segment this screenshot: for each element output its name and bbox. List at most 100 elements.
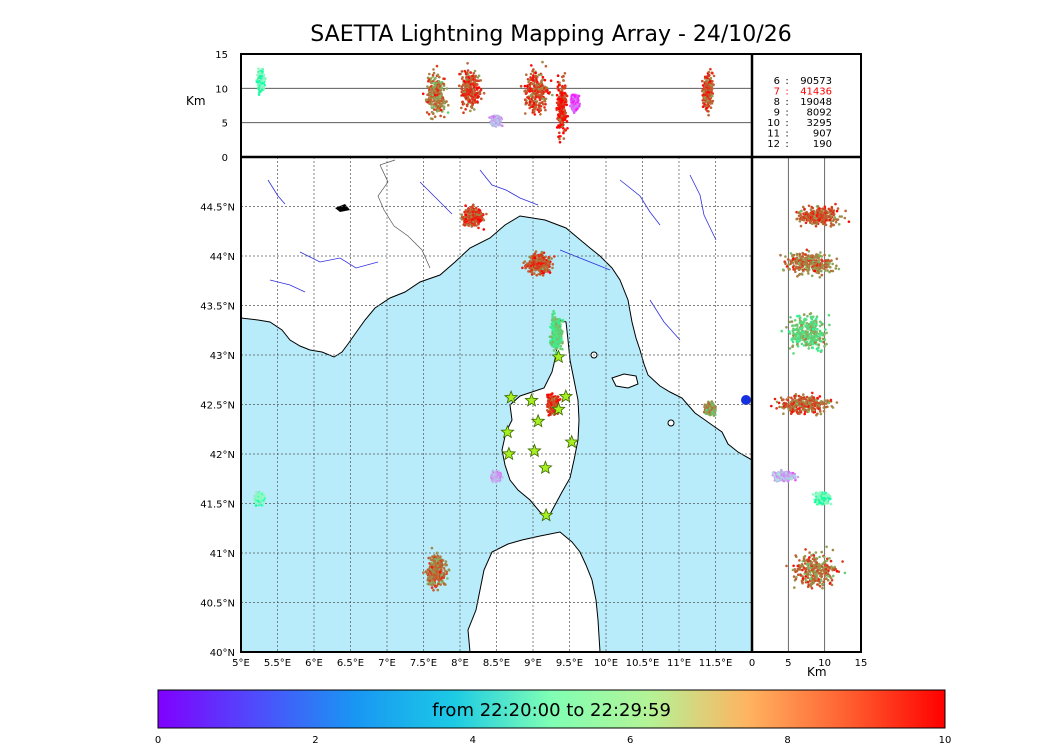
top-point — [533, 87, 536, 90]
top-point — [432, 112, 435, 115]
map-point — [434, 585, 438, 589]
map-point — [474, 208, 478, 212]
right-point — [843, 216, 847, 220]
top-point — [561, 110, 564, 114]
top-point — [427, 96, 431, 99]
top-point — [528, 100, 532, 104]
top-point — [575, 95, 579, 98]
map-point — [440, 576, 444, 579]
map-point — [445, 563, 449, 567]
top-point — [524, 112, 527, 115]
map-point — [479, 215, 483, 218]
map-point — [433, 567, 436, 570]
map-point — [439, 556, 442, 559]
right-point — [795, 253, 799, 257]
map-point — [481, 213, 485, 217]
map-point — [553, 339, 556, 343]
right-point — [824, 223, 828, 227]
top-point — [442, 107, 446, 111]
right-point — [810, 213, 813, 217]
right-point — [818, 215, 821, 218]
map-point — [476, 213, 480, 217]
right-point — [823, 205, 827, 208]
right-point — [799, 209, 803, 213]
map-point — [557, 399, 560, 402]
map-point — [557, 329, 561, 333]
map-point — [492, 478, 495, 482]
top-point — [537, 73, 541, 77]
top-point — [539, 113, 542, 116]
right-point — [837, 223, 841, 226]
top-point — [474, 74, 478, 78]
top-point — [532, 102, 536, 105]
top-point — [538, 98, 542, 102]
map-point — [546, 399, 550, 403]
top-point — [465, 78, 469, 81]
right-point — [832, 209, 836, 212]
top-point — [477, 94, 480, 98]
map-point — [485, 212, 488, 216]
top-point — [524, 89, 527, 92]
top-point — [533, 113, 537, 116]
top-point — [460, 106, 463, 110]
map-point — [432, 583, 435, 586]
top-point — [557, 101, 560, 104]
top-point — [529, 76, 532, 79]
top-point — [544, 102, 547, 106]
top-point — [560, 114, 564, 118]
top-point — [537, 105, 541, 109]
top-point — [466, 62, 469, 65]
top-point — [469, 71, 473, 74]
map-point — [549, 401, 553, 404]
right-point — [831, 262, 834, 266]
top-point — [434, 91, 438, 95]
map-point — [447, 568, 451, 571]
right-point — [807, 204, 811, 208]
map-point — [558, 333, 561, 337]
map-point — [552, 349, 556, 352]
top-point — [556, 113, 560, 116]
top-point — [428, 102, 431, 106]
top-point — [532, 68, 535, 71]
map-point — [708, 407, 711, 410]
top-point — [551, 93, 554, 97]
map-point — [442, 566, 446, 570]
map-point — [432, 588, 435, 592]
top-point — [558, 131, 561, 135]
map-point — [462, 217, 465, 221]
right-panel-points — [770, 202, 851, 590]
map-point — [554, 335, 557, 338]
right-point — [809, 208, 813, 211]
map-point — [438, 565, 442, 569]
top-point — [706, 90, 710, 94]
map-point — [482, 218, 486, 222]
map-point — [255, 490, 258, 494]
right-point — [818, 211, 822, 214]
top-point — [545, 86, 549, 90]
map-point — [530, 270, 534, 274]
top-point — [262, 76, 265, 80]
top-point — [534, 92, 537, 96]
top-point — [534, 95, 538, 98]
map-point — [530, 268, 534, 272]
map-point — [550, 395, 554, 399]
top-point — [462, 102, 466, 105]
map-point — [258, 491, 262, 495]
top-point — [705, 105, 708, 108]
map-point — [476, 210, 479, 214]
map-point — [436, 551, 439, 555]
right-point — [835, 264, 838, 268]
top-point — [575, 107, 579, 110]
top-point — [536, 80, 539, 84]
map-point — [554, 320, 557, 323]
top-point — [532, 109, 536, 113]
map-point — [464, 213, 468, 217]
right-point — [827, 215, 831, 218]
map-point — [533, 260, 536, 263]
top-point — [545, 89, 548, 93]
top-point — [429, 93, 432, 96]
map-point — [468, 211, 471, 214]
map-point — [556, 344, 560, 348]
top-point — [434, 100, 437, 103]
top-point — [446, 111, 450, 114]
